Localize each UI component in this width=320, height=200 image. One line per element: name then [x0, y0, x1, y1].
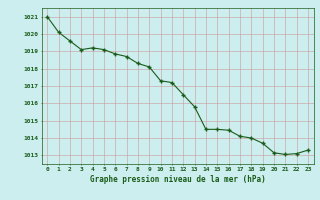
X-axis label: Graphe pression niveau de la mer (hPa): Graphe pression niveau de la mer (hPa) — [90, 175, 266, 184]
